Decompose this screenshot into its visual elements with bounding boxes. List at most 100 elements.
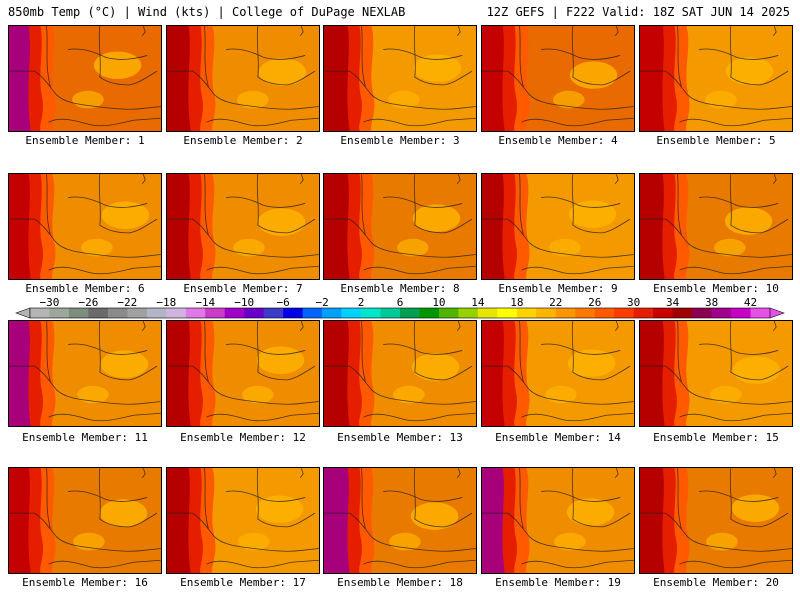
colorbar-swatch xyxy=(672,308,693,318)
ensemble-member-map xyxy=(481,25,635,132)
ensemble-member-map xyxy=(639,173,793,280)
colorbar-swatch xyxy=(380,308,401,318)
temperature-field xyxy=(482,26,634,131)
colorbar-swatch xyxy=(633,308,654,318)
colorbar-swatch xyxy=(711,308,732,318)
ensemble-member-map xyxy=(323,467,477,574)
ensemble-member-label: Ensemble Member: 18 xyxy=(337,576,463,589)
colorbar-tick-label: 34 xyxy=(666,296,680,309)
colorbar-swatch xyxy=(731,308,751,318)
colorbar-tick-label: −2 xyxy=(315,296,329,309)
ensemble-member-label: Ensemble Member: 5 xyxy=(656,134,776,147)
ensemble-member-map xyxy=(166,173,320,280)
colorbar-swatch xyxy=(438,308,459,318)
colorbar-swatch xyxy=(750,308,771,318)
temperature-field xyxy=(640,26,792,131)
colorbar-swatch xyxy=(49,308,70,318)
temperature-field xyxy=(640,174,792,279)
colorbar-tick-label: 22 xyxy=(549,296,563,309)
colorbar-swatch xyxy=(68,308,89,318)
colorbar-swatch xyxy=(302,308,323,318)
ensemble-member-map xyxy=(8,467,162,574)
temperature-field xyxy=(640,468,792,573)
colorbar-tick-label: 2 xyxy=(357,296,365,309)
temperature-field xyxy=(9,468,161,573)
colorbar-swatch xyxy=(497,308,518,318)
colorbar-tick-label: 42 xyxy=(743,296,758,309)
ensemble-member-label: Ensemble Member: 16 xyxy=(22,576,148,589)
colorbar-swatch xyxy=(575,308,596,318)
temperature-field xyxy=(9,321,161,426)
ensemble-member-map xyxy=(639,25,793,132)
ensemble-member-label: Ensemble Member: 11 xyxy=(22,431,148,444)
temperature-field xyxy=(324,321,476,426)
ensemble-member-map xyxy=(166,25,320,132)
ensemble-member-map xyxy=(639,320,793,427)
colorbar-tick-label: −14 xyxy=(195,296,216,309)
colorbar-tick-label: −6 xyxy=(276,296,290,309)
colorbar-swatch xyxy=(263,308,284,318)
ensemble-member-label: Ensemble Member: 17 xyxy=(180,576,306,589)
ensemble-member-label: Ensemble Member: 9 xyxy=(498,282,618,295)
colorbar-swatch xyxy=(341,308,362,318)
colorbar-swatch xyxy=(594,308,615,318)
temperature-field xyxy=(640,321,792,426)
colorbar-swatch xyxy=(322,308,342,318)
run-valid-time: 12Z GEFS | F222 Valid: 18Z SAT JUN 14 20… xyxy=(486,5,790,19)
ensemble-member-map xyxy=(481,173,635,280)
ensemble-member-map xyxy=(481,320,635,427)
map-title: 850mb Temp (°C) | Wind (kts) | College o… xyxy=(8,5,406,19)
ensemble-member-map xyxy=(323,25,477,132)
colorbar-swatch xyxy=(146,308,167,318)
colorbar-tick-label: −26 xyxy=(78,296,99,309)
temperature-field xyxy=(167,321,319,426)
colorbar-tick-label: 10 xyxy=(432,296,446,309)
temperature-field xyxy=(482,321,634,426)
colorbar-tick-label: −30 xyxy=(39,296,60,309)
ensemble-member-map xyxy=(8,173,162,280)
colorbar-swatch xyxy=(88,308,109,318)
colorbar-swatch xyxy=(477,308,498,318)
colorbar-swatch xyxy=(692,308,712,318)
ensemble-member-map xyxy=(8,320,162,427)
colorbar-swatch xyxy=(458,308,479,318)
ensemble-member-map xyxy=(481,467,635,574)
colorbar-swatch xyxy=(653,308,674,318)
temperature-field xyxy=(167,468,319,573)
colorbar-tick-label: 38 xyxy=(704,296,719,309)
ensemble-member-label: Ensemble Member: 2 xyxy=(183,134,303,147)
colorbar-tick-label: 14 xyxy=(471,296,485,309)
ensemble-member-label: Ensemble Member: 7 xyxy=(183,282,303,295)
colorbar-tick-label: −18 xyxy=(156,296,177,309)
colorbar-swatch xyxy=(614,308,635,318)
ensemble-member-map xyxy=(166,467,320,574)
colorbar-scale xyxy=(15,307,785,319)
colorbar-swatch xyxy=(30,308,50,318)
temperature-field xyxy=(9,174,161,279)
colorbar-swatch xyxy=(536,308,557,318)
ensemble-member-label: Ensemble Member: 1 xyxy=(25,134,145,147)
colorbar-swatch xyxy=(419,308,440,318)
ensemble-member-label: Ensemble Member: 20 xyxy=(653,576,779,589)
colorbar-swatch xyxy=(166,308,187,318)
colorbar-swatch xyxy=(283,308,304,318)
temperature-field xyxy=(167,174,319,279)
colorbar-swatch xyxy=(400,308,420,318)
colorbar-tick-label: −10 xyxy=(234,296,255,309)
colorbar-swatch xyxy=(555,308,576,318)
colorbar-tick-label: 6 xyxy=(396,296,404,309)
colorbar-tick-label: 30 xyxy=(627,296,641,309)
ensemble-member-map xyxy=(323,173,477,280)
colorbar-swatch xyxy=(224,308,245,318)
ensemble-member-label: Ensemble Member: 10 xyxy=(653,282,779,295)
colorbar-swatch xyxy=(244,308,265,318)
temperature-field xyxy=(167,26,319,131)
temperature-field xyxy=(9,26,161,131)
ensemble-member-label: Ensemble Member: 4 xyxy=(498,134,618,147)
colorbar-swatch xyxy=(516,308,537,318)
ensemble-member-label: Ensemble Member: 3 xyxy=(340,134,460,147)
temperature-field xyxy=(324,26,476,131)
colorbar-tick-label: 18 xyxy=(510,296,524,309)
colorbar-swatch xyxy=(361,308,381,318)
